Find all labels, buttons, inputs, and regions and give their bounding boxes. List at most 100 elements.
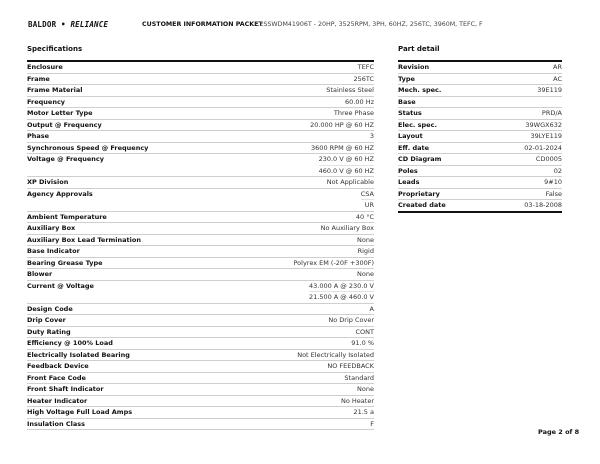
row-value: 60.00 Hz (345, 97, 374, 106)
row-label: Revision (398, 63, 430, 71)
row-value: 91.0 % (351, 339, 374, 347)
row-values: 02-01-2024 (524, 143, 562, 154)
table-row: Ambient Temperature 40 °C (27, 212, 374, 223)
row-value: NO FEEDBACK (327, 362, 374, 370)
row-values: 43.000 A @ 230.0 V 21.500 A @ 460.0 V (308, 281, 374, 303)
row-label: Elec. spec. (398, 120, 437, 129)
table-row: Design Code A (27, 304, 374, 315)
specifications-title: Specifications (27, 45, 83, 53)
row-values: False (546, 189, 562, 200)
baldor-reliance-logo: BALDOR • RELIANCE (28, 20, 109, 29)
row-value: 21.5 a (353, 408, 374, 416)
row-label: Frequency (27, 97, 66, 106)
table-row: Heater Indicator No Heater (27, 396, 374, 407)
table-row: Duty Rating CONT (27, 327, 375, 338)
table-row: Base Indicator Rigid (27, 246, 374, 258)
table-row: Agency Approvals CSA UR (27, 189, 374, 212)
row-label: Frame Material (27, 86, 83, 94)
row-values: Polyrex EM (-20F +300F) (293, 258, 374, 269)
table-row: Status PRD/A (398, 108, 562, 120)
row-values: No Heater (341, 396, 374, 407)
row-values: Not Electrically Isolated (297, 350, 374, 361)
row-values: 91.0 % (351, 338, 374, 349)
row-value: PRD/A (541, 109, 562, 117)
row-values: None (357, 269, 374, 280)
row-value: Stainless Steel (326, 86, 374, 94)
row-values: 40 °C (356, 212, 374, 223)
row-values: 3600 RPM @ 60 HZ (311, 143, 374, 154)
row-label: Drip Cover (27, 316, 66, 324)
row-value: CONT (355, 327, 375, 336)
table-row: Current @ Voltage 43.000 A @ 230.0 V 21.50… (27, 281, 374, 304)
part-detail-table: Revision AR Type AC Mech. spec. 39E119 Base St… (398, 60, 562, 213)
row-value: A (369, 304, 374, 313)
table-row: Front Shaft Indicator None (27, 384, 374, 396)
row-value: 03-18-2008 (524, 201, 562, 209)
row-label: Proprietary (398, 189, 440, 198)
row-label: Eff. date (398, 143, 429, 152)
table-row: Electrically Isolated Bearing Not Electri… (27, 350, 374, 361)
row-label: Bearing Grease Type (27, 258, 103, 267)
row-value: 230.0 V @ 60 HZ (318, 155, 374, 163)
row-label: Leads (398, 178, 420, 186)
row-value: 3600 RPM @ 60 HZ (311, 143, 374, 152)
table-row: Insulation Class F (27, 419, 374, 430)
row-label: Type (398, 74, 415, 83)
table-row: Type AC (398, 74, 562, 85)
row-values: 256TC (353, 74, 374, 85)
row-label: Frame (27, 74, 50, 83)
table-row: XP Division Not Applicable (27, 177, 374, 189)
logo-brand: BALDOR (28, 20, 57, 29)
row-values: 03-18-2008 (524, 200, 562, 211)
row-value: 39WGX632 (525, 120, 562, 129)
row-values: CSA UR (360, 189, 374, 211)
row-value: 21.500 A @ 460.0 V (308, 291, 374, 301)
row-value: No Heater (341, 396, 374, 405)
row-label: Insulation Class (27, 419, 85, 428)
row-values (560, 97, 562, 108)
row-values: 39E119 (537, 85, 562, 96)
row-label: Phase (27, 132, 50, 140)
row-label: Blower (27, 270, 53, 278)
row-values: 9#10 (544, 177, 562, 188)
row-values: 60.00 Hz (345, 97, 374, 108)
row-label: Ambient Temperature (27, 212, 107, 221)
packet-title: CUSTOMER INFORMATION PACKET (142, 21, 263, 28)
row-label: Current @ Voltage (27, 281, 94, 290)
row-label: High Voltage Full Load Amps (27, 408, 133, 416)
table-row: Auxiliary Box No Auxiliary Box (27, 223, 374, 235)
table-row: Drip Cover No Drip Cover (27, 315, 374, 327)
table-row: Frame Material Stainless Steel (27, 85, 374, 97)
row-values: No Auxiliary Box (321, 223, 374, 234)
table-row: Bearing Grease Type Polyrex EM (-20F +300… (27, 258, 374, 269)
row-value: 02 (553, 166, 562, 175)
row-label: Efficiency @ 100% Load (27, 339, 113, 347)
row-label: Front Shaft Indicator (27, 385, 104, 393)
logo-brand2: RELIANCE (70, 20, 109, 29)
row-values: CD0005 (536, 154, 562, 165)
row-label: XP Division (27, 178, 69, 186)
row-values: AC (553, 74, 562, 85)
table-row: Output @ Frequency 20.000 HP @ 60 HZ (27, 120, 374, 131)
row-label: Created date (398, 201, 446, 209)
row-value: CD0005 (535, 155, 562, 163)
row-value: F (370, 419, 374, 428)
page-number: Page 2 of 8 (538, 428, 580, 436)
row-label: Enclosure (27, 63, 63, 71)
row-value: 460.0 V @ 60 HZ (318, 164, 374, 175)
table-row: Base (398, 97, 562, 108)
row-value: Standard (344, 373, 374, 382)
row-label: CD Diagram (398, 155, 442, 163)
table-row: Mech. spec. 39E119 (398, 85, 562, 97)
row-value: TEFC (357, 63, 374, 71)
row-value: False (545, 189, 562, 198)
row-value: 20.000 HP @ 60 HZ (310, 120, 374, 129)
row-values: TEFC (358, 62, 374, 73)
table-row: Motor Letter Type Three Phase (27, 108, 374, 120)
table-row: Efficiency @ 100% Load 91.0 % (27, 338, 374, 350)
table-row: Frame 256TC (27, 74, 374, 85)
table-row: Voltage @ Frequency 230.0 V @ 60 HZ 460.0 … (27, 154, 374, 177)
row-values: PRD/A (542, 108, 562, 119)
row-label: Poles (398, 166, 418, 175)
row-value: 3 (369, 132, 374, 140)
